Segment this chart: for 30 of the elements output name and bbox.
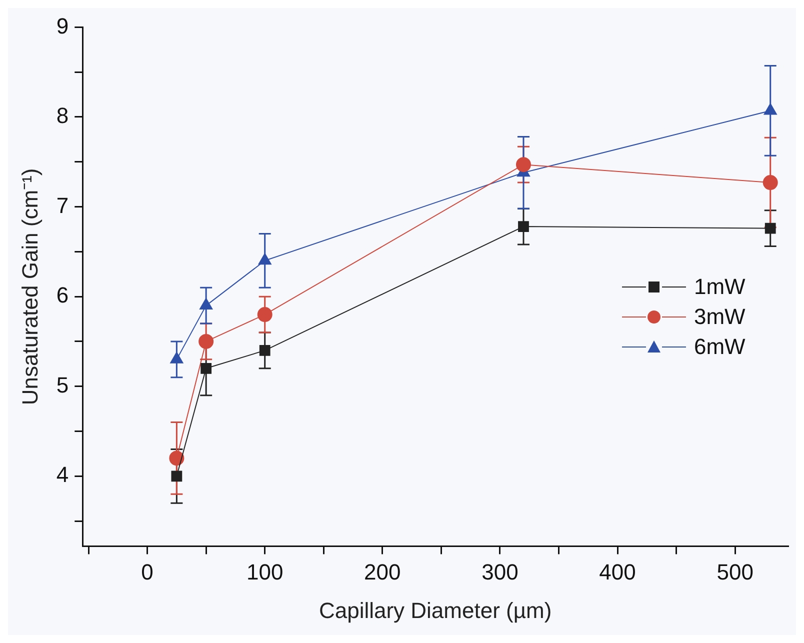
point <box>764 103 777 115</box>
y-tick-label: 5 <box>56 372 69 398</box>
point <box>762 175 778 190</box>
point <box>764 222 776 234</box>
x-axis-title: Capillary Diameter (µm) <box>318 598 552 623</box>
point <box>171 470 182 482</box>
y-tick-label: 4 <box>56 462 69 488</box>
point <box>200 298 213 310</box>
point <box>169 450 184 466</box>
x-tick-label: 100 <box>246 559 284 584</box>
x-tick-label: 300 <box>482 559 518 584</box>
legend-label: 1mW <box>694 274 746 300</box>
x-tick-label: 400 <box>599 559 636 584</box>
y-tick-label: 7 <box>56 192 69 218</box>
point <box>257 307 272 322</box>
y-tick-label: 9 <box>56 13 69 38</box>
point <box>516 157 531 172</box>
x-tick-label: 0 <box>141 559 154 584</box>
point <box>518 221 529 232</box>
x-tick-label: 200 <box>364 559 401 584</box>
point <box>258 253 272 265</box>
y-tick-label: 6 <box>56 282 69 308</box>
point <box>259 345 270 356</box>
y-tick-label: 8 <box>56 103 69 128</box>
legend-label: 6mW <box>694 334 746 360</box>
point <box>198 334 214 349</box>
x-tick-label: 500 <box>716 559 754 584</box>
legend-label: 3mW <box>694 304 746 330</box>
point <box>200 362 212 374</box>
y-axis-title: Unsaturated Gain (cm⁻¹) <box>17 168 42 406</box>
